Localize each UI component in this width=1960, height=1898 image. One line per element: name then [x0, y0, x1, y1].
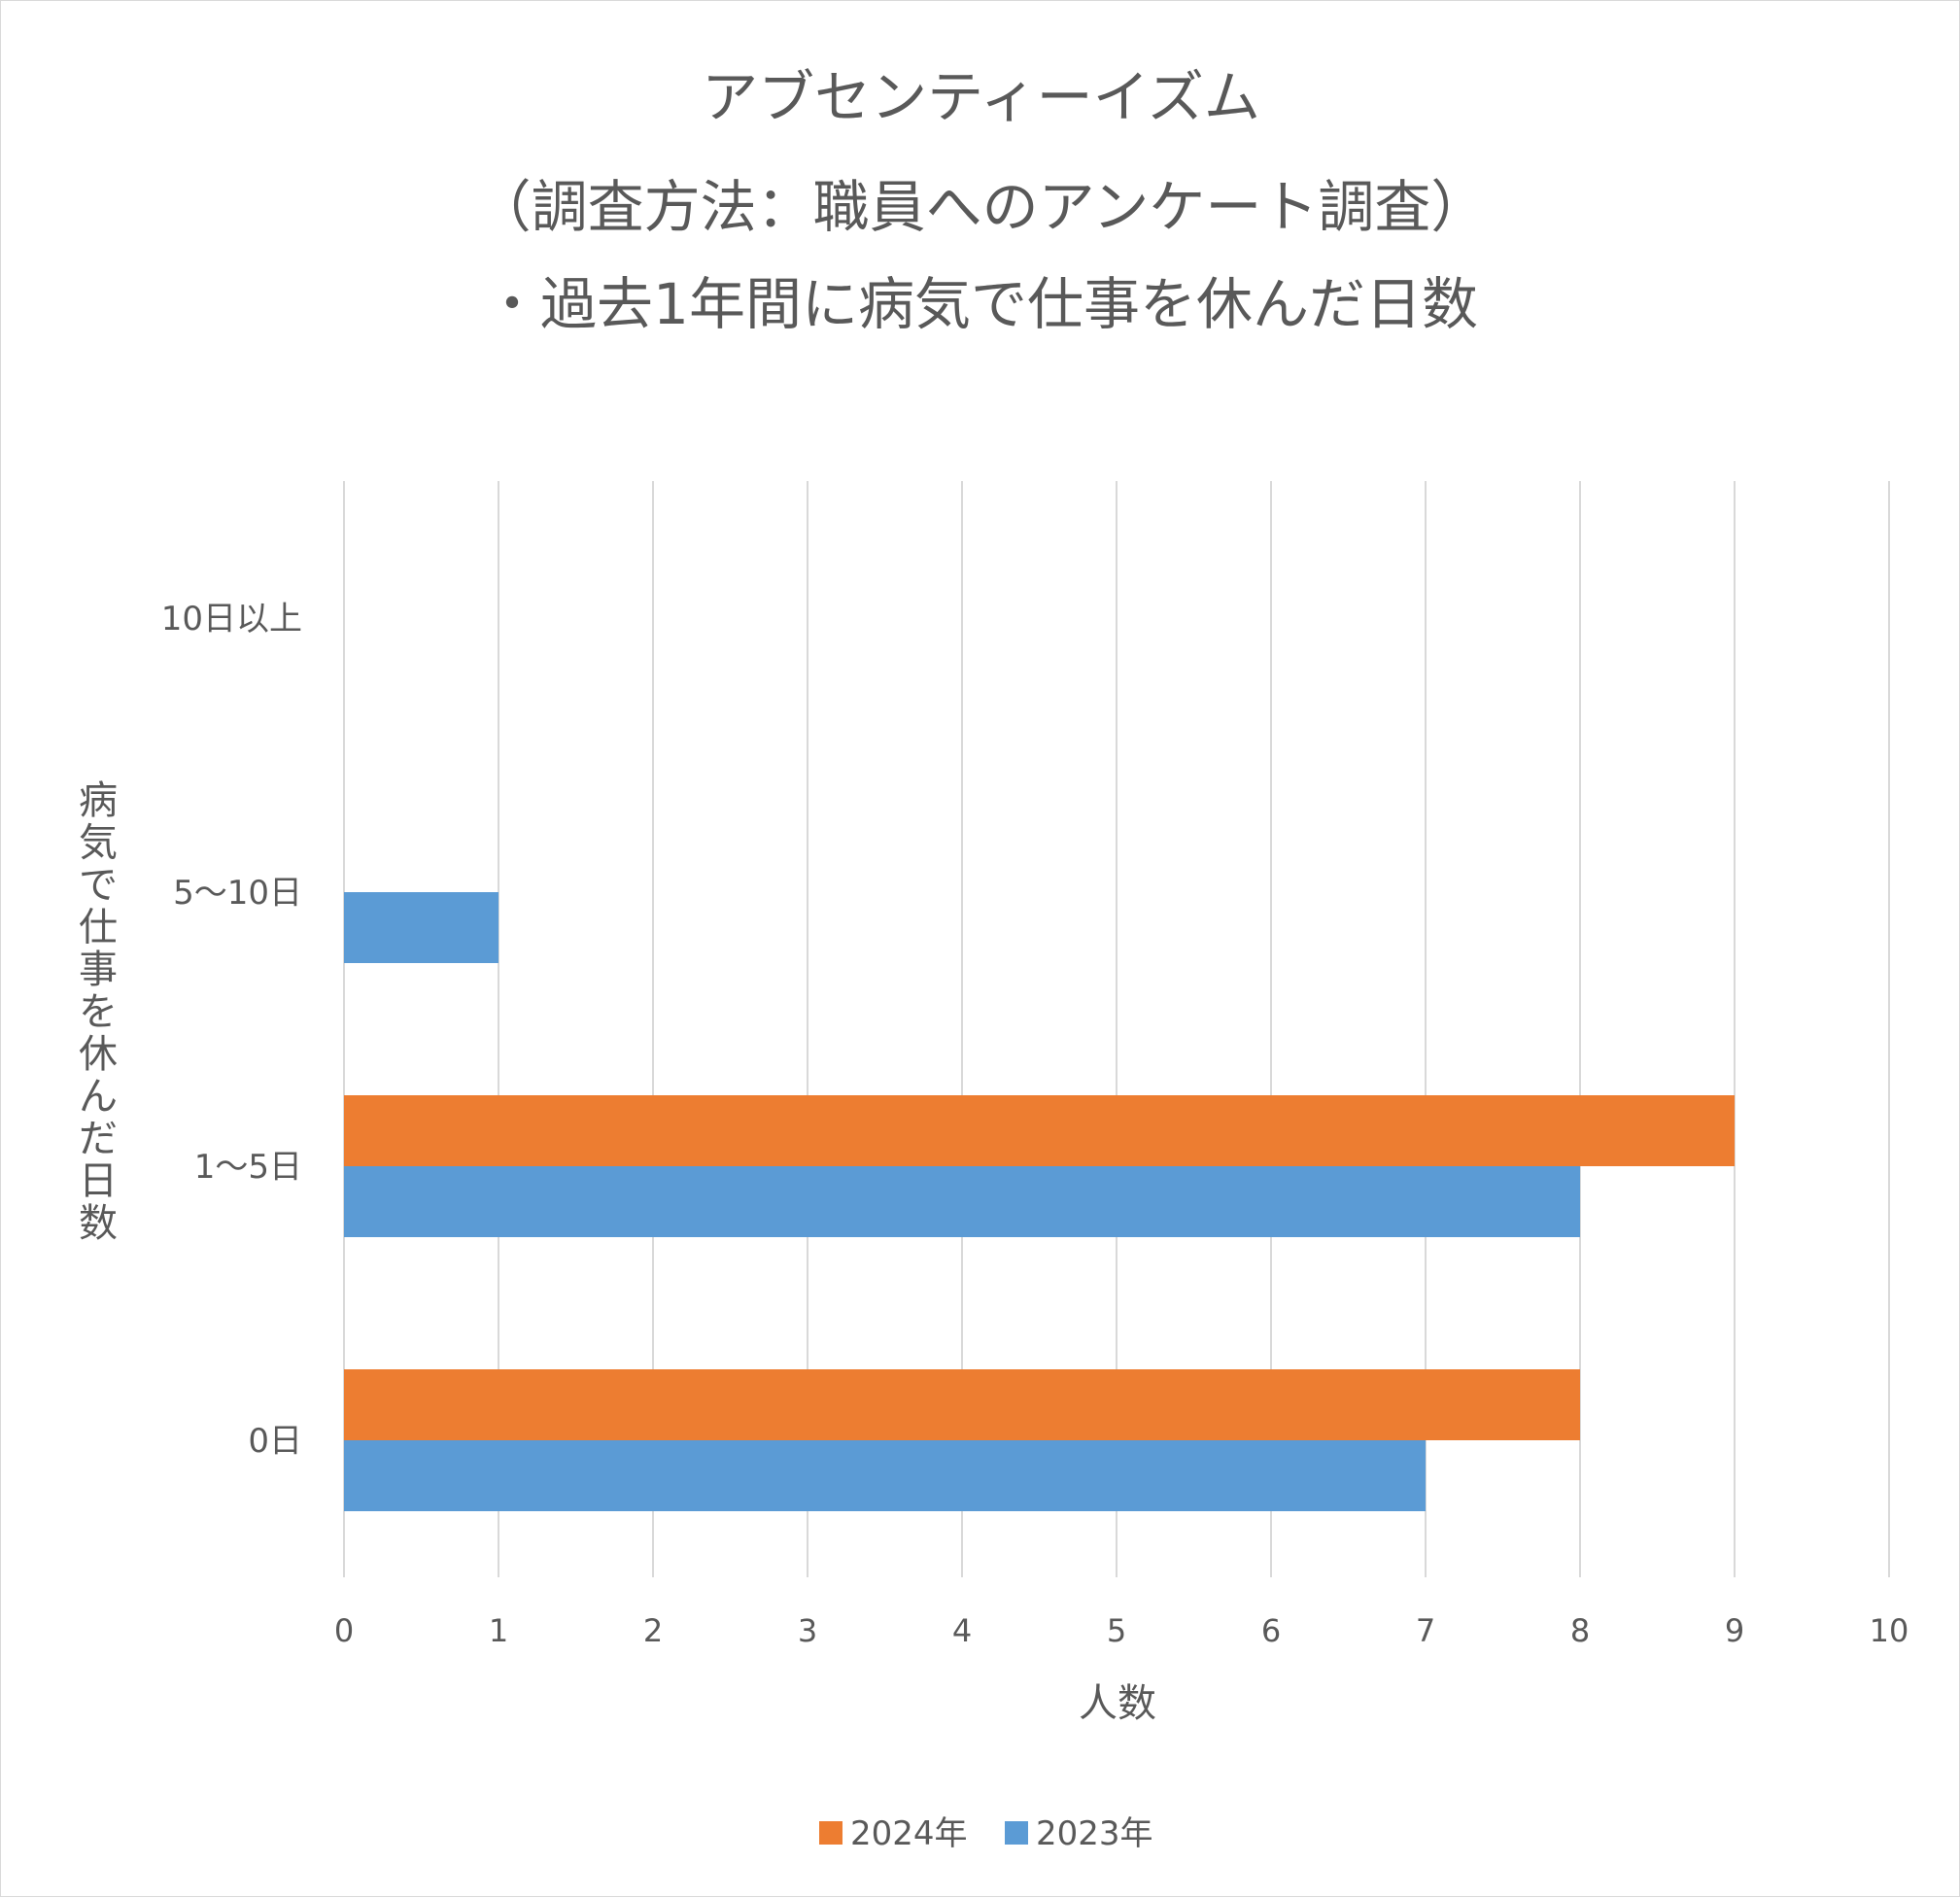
y-tick-label: 0日 — [248, 1422, 302, 1461]
x-tick-label: 1 — [489, 1612, 508, 1649]
y-axis-label: 病気で仕事を休んだ日数 — [79, 778, 118, 1246]
legend-label: 2023年 — [1036, 1814, 1153, 1853]
x-tick-label: 9 — [1725, 1612, 1744, 1649]
x-tick-label: 2 — [643, 1612, 663, 1649]
x-tick-label: 3 — [798, 1612, 817, 1649]
x-tick-label: 5 — [1107, 1612, 1126, 1649]
bar — [344, 1369, 1580, 1440]
chart-title-line-2: （調査方法：職員へのアンケート調査） — [474, 174, 1488, 240]
y-tick-label: 5～10日 — [173, 874, 302, 913]
chart-title-line-3: ・過去1年間に病気で仕事を休んだ日数 — [484, 271, 1478, 337]
legend-label: 2024年 — [850, 1814, 968, 1853]
y-tick-labels: 0日 1～5日 5～10日 10日以上 — [161, 600, 302, 1461]
y-axis-label-char: 日 — [79, 1159, 118, 1204]
bar — [344, 1095, 1735, 1166]
y-axis-label-char: 休 — [79, 1032, 118, 1077]
legend-swatch — [1005, 1821, 1028, 1845]
legend-swatch — [819, 1821, 842, 1845]
y-axis-label-char: 事 — [79, 948, 118, 992]
y-axis-label-char: だ — [79, 1117, 118, 1161]
x-tick-label: 6 — [1261, 1612, 1281, 1649]
y-axis-label-char: 仕 — [79, 906, 118, 950]
x-tick-label: 0 — [334, 1612, 354, 1649]
bar — [344, 892, 499, 963]
y-axis-label-char: ん — [79, 1075, 118, 1120]
x-tick-labels: 0 1 2 3 4 5 6 7 8 9 10 — [334, 1612, 1909, 1649]
legend: 2024年 2023年 — [819, 1814, 1153, 1853]
y-axis-label-char: で — [79, 863, 118, 908]
y-axis-label-char: 気 — [79, 821, 118, 866]
x-tick-label: 4 — [952, 1612, 972, 1649]
bar — [344, 1166, 1580, 1237]
chart-title-line-1: アブセンティーイズム — [702, 64, 1260, 130]
x-tick-label: 8 — [1570, 1612, 1590, 1649]
y-axis-label-char: を — [79, 990, 118, 1035]
x-tick-label: 10 — [1870, 1612, 1909, 1649]
y-axis-label-char: 病 — [79, 778, 118, 823]
x-tick-label: 7 — [1416, 1612, 1435, 1649]
y-tick-label: 1～5日 — [194, 1148, 302, 1187]
y-tick-label: 10日以上 — [161, 600, 302, 638]
bar — [344, 1440, 1426, 1511]
x-axis-label: 人数 — [1079, 1681, 1156, 1726]
bars — [344, 892, 1735, 1511]
y-axis-label-char: 数 — [79, 1201, 118, 1246]
